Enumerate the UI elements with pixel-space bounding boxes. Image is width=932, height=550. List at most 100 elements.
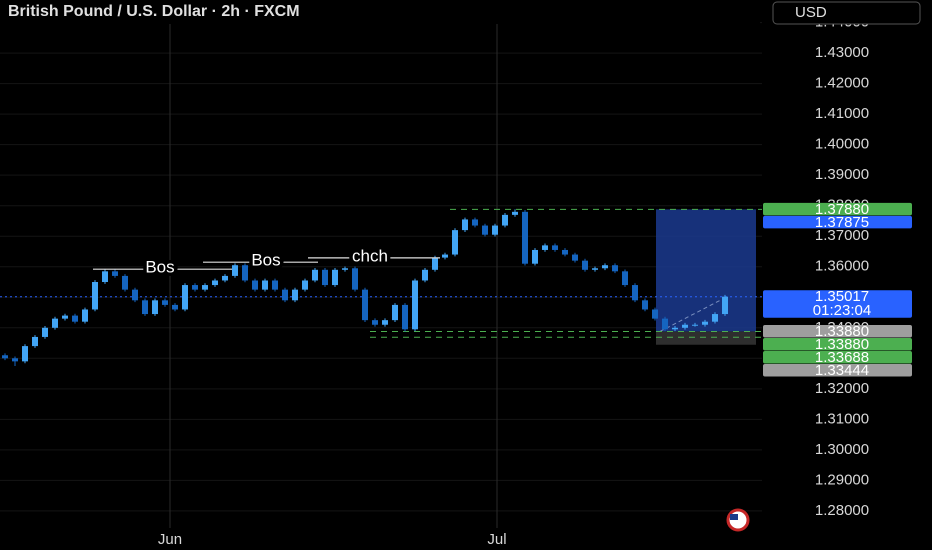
candle-body <box>362 289 368 321</box>
candle-body <box>442 254 448 258</box>
y-tick-label: 1.39000 <box>815 166 869 183</box>
candle-body <box>672 327 678 330</box>
candle-body <box>722 296 728 315</box>
candle-body <box>92 282 98 310</box>
candle-body <box>532 249 538 264</box>
candle-body <box>512 211 518 215</box>
candle-body <box>352 268 358 290</box>
candle-body <box>52 318 58 328</box>
candles <box>2 209 728 366</box>
candle-body <box>712 314 718 322</box>
price-label-box <box>763 337 912 351</box>
candle-body <box>432 257 438 270</box>
candle-body <box>192 285 198 290</box>
candle-body <box>302 280 308 290</box>
candle-body <box>502 214 508 226</box>
y-tick-label: 1.41000 <box>815 105 869 122</box>
candle-body <box>132 289 138 301</box>
y-tick-label: 1.43000 <box>815 44 869 61</box>
candle-body <box>142 300 148 315</box>
y-tick-label: 1.42000 <box>815 75 869 92</box>
currency-button[interactable] <box>772 1 921 25</box>
candle-body <box>562 249 568 255</box>
candle-body <box>552 245 558 250</box>
price-label-box <box>763 324 912 338</box>
candle-body <box>372 320 378 325</box>
price-label: 1.33444 <box>815 362 869 379</box>
x-tick-label: Jun <box>158 531 182 548</box>
candle-body <box>202 285 208 290</box>
candle-body <box>492 225 498 235</box>
candle-body <box>622 271 628 286</box>
y-tick-label: 1.32000 <box>815 380 869 397</box>
candle-body <box>572 254 578 261</box>
candle-body <box>82 309 88 322</box>
candle-body <box>642 300 648 310</box>
candle-body <box>652 309 658 319</box>
candle-body <box>162 300 168 305</box>
currency-label[interactable]: USD <box>795 4 827 21</box>
annotation-text: Bos <box>145 258 174 277</box>
candle-body <box>312 269 318 281</box>
candle-body <box>2 355 8 359</box>
candle-body <box>272 280 278 290</box>
candle-body <box>62 315 68 319</box>
candle-body <box>102 271 108 283</box>
candle-body <box>472 219 478 226</box>
trade-path <box>659 296 728 332</box>
price-label-box <box>763 202 912 216</box>
candle-body <box>422 269 428 281</box>
price-label: 1.33880 <box>815 336 869 353</box>
annotation-text: Bos <box>251 251 280 270</box>
candle-body <box>462 219 468 231</box>
logo <box>726 508 750 532</box>
price-axis: 1.280001.290001.300001.310001.320001.330… <box>763 14 912 519</box>
candle-body <box>222 275 228 281</box>
candle-body <box>292 289 298 301</box>
candle-body <box>72 315 78 322</box>
candle-body <box>392 304 398 321</box>
price-label: 1.33880 <box>815 323 869 340</box>
candle-body <box>482 225 488 235</box>
candle-body <box>252 280 258 290</box>
y-tick-label: 1.37000 <box>815 227 869 244</box>
candle-body <box>522 211 528 264</box>
overlay <box>0 208 762 345</box>
candle-body <box>332 269 338 286</box>
annotation-text: chch <box>352 246 388 265</box>
stop-zone <box>656 331 756 345</box>
y-tick-label: 1.40000 <box>815 136 869 153</box>
candle-body <box>582 260 588 270</box>
candle-body <box>42 327 48 337</box>
y-tick-label: 1.36000 <box>815 258 869 275</box>
candle-body <box>692 324 698 326</box>
price-label: 1.35017 <box>815 288 869 305</box>
candle-body <box>382 320 388 325</box>
countdown: 01:23:04 <box>813 302 871 319</box>
price-label: 1.37875 <box>815 214 869 231</box>
candle-body <box>322 269 328 286</box>
annotations: Bos Bos chch <box>93 243 440 280</box>
candle-body <box>342 268 348 270</box>
y-tick-label: 1.31000 <box>815 410 869 427</box>
candle-body <box>122 275 128 290</box>
price-label-box <box>763 215 912 229</box>
candle-body <box>602 265 608 269</box>
target-zone <box>656 209 756 332</box>
candle-body <box>232 265 238 276</box>
header-bg <box>0 0 760 24</box>
candle-body <box>12 358 18 362</box>
candle-body <box>112 271 118 276</box>
price-label-box <box>763 290 912 318</box>
candle-body <box>262 280 268 290</box>
candle-body <box>152 300 158 315</box>
price-label: 1.37880 <box>815 201 869 218</box>
candle-body <box>282 289 288 301</box>
candle-body <box>22 346 28 362</box>
candle-body <box>172 304 178 310</box>
candle-body <box>182 285 188 310</box>
candle-body <box>402 304 408 330</box>
y-tick-label: 1.29000 <box>815 471 869 488</box>
